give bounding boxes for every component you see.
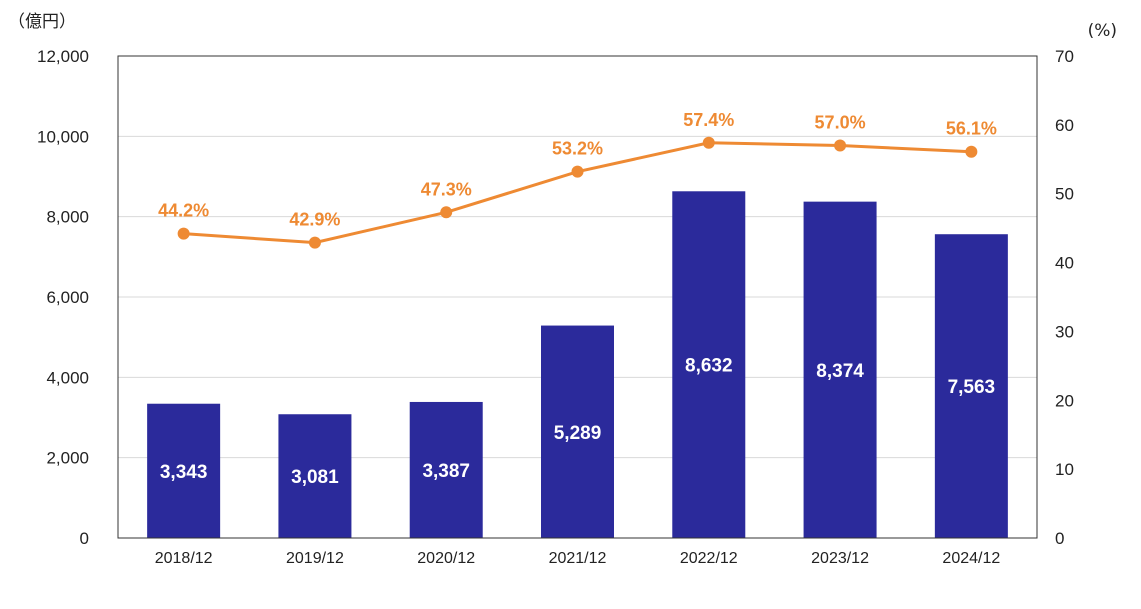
line-point <box>440 206 453 219</box>
bar <box>934 234 1008 539</box>
left-tick-label: 4,000 <box>46 368 89 387</box>
x-tick-label: 2024/12 <box>942 550 1000 567</box>
x-tick-label: 2018/12 <box>155 550 213 567</box>
gridlines <box>118 135 1037 459</box>
line-point <box>571 165 584 178</box>
left-tick-label: 10,000 <box>37 127 89 146</box>
line-value-label: 44.2% <box>158 201 209 221</box>
right-tick-label: 60 <box>1055 116 1074 135</box>
right-tick-label: 0 <box>1055 529 1064 548</box>
left-tick-label: 8,000 <box>46 208 89 227</box>
bar-value-label: 3,081 <box>291 467 339 488</box>
line-value-label: 47.3% <box>421 179 472 199</box>
right-axis-unit: (%) <box>1088 21 1117 41</box>
line-value-label: 57.0% <box>815 113 866 133</box>
line-point <box>308 236 321 249</box>
line-series <box>177 136 978 249</box>
data-labels: 3,343 3,081 3,387 5,289 8,632 8,374 7,563 44.2%… <box>158 110 997 488</box>
right-tick-label: 70 <box>1055 47 1074 66</box>
bar <box>147 403 221 538</box>
right-tick-label: 40 <box>1055 254 1074 273</box>
axis-labels: 0 2,000 4,000 6,000 8,000 10,000 12,000 0 10 20 30… <box>37 47 1074 567</box>
bar <box>278 414 352 538</box>
bar-value-label: 7,563 <box>948 377 996 398</box>
x-tick-label: 2020/12 <box>417 550 475 567</box>
left-tick-label: 0 <box>80 529 89 548</box>
bar-value-label: 8,632 <box>685 356 733 377</box>
bar-series <box>147 191 1008 539</box>
line-point <box>177 227 190 240</box>
x-tick-label: 2021/12 <box>549 550 607 567</box>
line-point <box>834 139 847 152</box>
right-tick-label: 50 <box>1055 185 1074 204</box>
line-point <box>965 145 978 158</box>
bar-value-label: 5,289 <box>554 423 602 444</box>
left-tick-label: 6,000 <box>46 288 89 307</box>
right-tick-label: 10 <box>1055 460 1074 479</box>
line-point <box>702 136 715 149</box>
line-value-label: 53.2% <box>552 139 603 159</box>
left-axis-unit: （億円） <box>8 12 76 32</box>
line-value-label: 57.4% <box>683 110 734 130</box>
bar <box>409 401 483 538</box>
bar <box>541 325 614 538</box>
bar <box>803 201 877 538</box>
line-value-label: 42.9% <box>289 210 340 230</box>
left-tick-label: 2,000 <box>46 449 89 468</box>
x-tick-label: 2022/12 <box>680 550 738 567</box>
right-tick-label: 20 <box>1055 391 1074 410</box>
plot-frame <box>117 55 1038 539</box>
line-value-label: 56.1% <box>946 119 997 139</box>
right-tick-label: 30 <box>1055 322 1074 341</box>
bar-value-label: 3,387 <box>422 461 470 482</box>
x-tick-label: 2019/12 <box>286 550 344 567</box>
bar-value-label: 3,343 <box>160 462 208 483</box>
bar-value-label: 8,374 <box>816 361 864 382</box>
left-tick-label: 12,000 <box>37 47 89 66</box>
x-tick-label: 2023/12 <box>811 550 869 567</box>
bar <box>672 191 746 539</box>
